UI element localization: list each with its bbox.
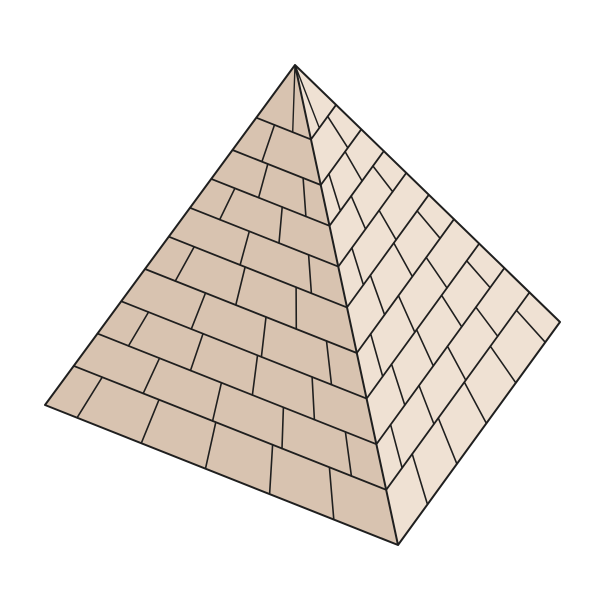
left-face-brick-joint: [307, 254, 313, 295]
right-face-brick-joint: [437, 417, 458, 465]
right-face-brick-joint: [446, 345, 467, 382]
right-face-brick-joint: [415, 328, 435, 367]
right-face-course-line: [385, 291, 531, 491]
right-face-brick-joint: [294, 64, 320, 129]
left-face-brick-joint: [261, 124, 276, 163]
right-face-course-line: [319, 128, 363, 186]
right-face-brick-joint: [389, 423, 403, 469]
left-face-brick-joint: [211, 381, 223, 422]
left-face-course-line: [120, 300, 368, 400]
right-face-brick-joint: [418, 384, 435, 425]
right-face-brick-joint: [372, 165, 394, 193]
right-face-brick-joint: [326, 115, 349, 149]
right-face-brick-joint: [489, 345, 517, 384]
right-face-brick-joint: [425, 256, 448, 289]
right-face-brick-lines: [294, 64, 547, 506]
right-face-brick-joint: [465, 259, 491, 289]
left-face-course-line: [255, 116, 312, 141]
left-face-brick-joint: [76, 376, 103, 419]
left-face-brick-joint: [189, 332, 204, 372]
left-face-course-line: [210, 177, 331, 227]
right-face-brick-joint: [397, 294, 416, 334]
left-face-brick-joint: [260, 316, 267, 358]
left-face-brick-lines: [72, 64, 388, 521]
right-face-brick-joint: [475, 306, 499, 338]
right-face-brick-joint: [416, 210, 441, 240]
right-face-course-line: [355, 218, 455, 354]
right-face-course-line: [310, 103, 338, 141]
left-face-course-line: [72, 364, 388, 491]
right-face-course-line: [375, 267, 506, 446]
right-face-brick-joint: [344, 150, 363, 182]
right-face-brick-joint: [369, 274, 386, 316]
right-face-course-line: [337, 171, 408, 268]
left-face-course-line: [231, 149, 322, 186]
right-face-brick-joint: [411, 453, 429, 506]
right-face-brick-joint: [390, 363, 406, 406]
left-face-brick-joint: [251, 354, 259, 396]
right-face-brick-joint: [440, 294, 463, 328]
left-face-brick-joint: [235, 266, 246, 306]
left-face-brick-joint: [278, 206, 284, 244]
right-face-brick-joint: [392, 242, 414, 278]
right-face-brick-joint: [515, 309, 547, 344]
pyramid-right-face: [295, 65, 560, 545]
left-face-course-line: [144, 268, 358, 354]
left-face-course-line: [189, 206, 340, 268]
left-face-brick-joint: [174, 246, 195, 282]
left-face-brick-joint: [302, 177, 307, 218]
left-face-brick-joint: [311, 376, 316, 421]
left-face-brick-joint: [204, 421, 217, 470]
right-face-course-line: [365, 242, 481, 400]
left-face-brick-joint: [328, 466, 335, 521]
left-face-brick-joint: [292, 64, 296, 133]
left-face-course-line: [167, 235, 348, 309]
left-face-brick-joint: [127, 311, 150, 347]
left-face-brick-joint: [257, 163, 269, 199]
pyramid-front-ridge: [294, 64, 399, 546]
left-face-brick-joint: [218, 187, 236, 221]
pyramid-left-face: [45, 65, 398, 545]
left-face-brick-joint: [190, 292, 207, 330]
right-face-course-line: [328, 150, 385, 227]
right-face-brick-joint: [328, 173, 342, 212]
left-face-brick-joint: [268, 443, 274, 495]
left-face-brick-joint: [325, 340, 333, 386]
right-face-brick-joint: [369, 333, 384, 378]
right-face-brick-joint: [351, 247, 365, 286]
left-face-brick-joint: [281, 406, 285, 450]
left-face-course-line: [96, 332, 378, 446]
right-face-brick-joint: [463, 381, 488, 425]
left-face-brick-joint: [239, 230, 251, 266]
left-face-brick-joint: [344, 431, 353, 477]
right-face-brick-joint: [378, 209, 397, 241]
right-face-course-line: [346, 193, 430, 309]
left-face-brick-joint: [140, 398, 160, 445]
right-face-brick-joint: [350, 195, 367, 230]
left-face-brick-joint: [142, 357, 161, 395]
